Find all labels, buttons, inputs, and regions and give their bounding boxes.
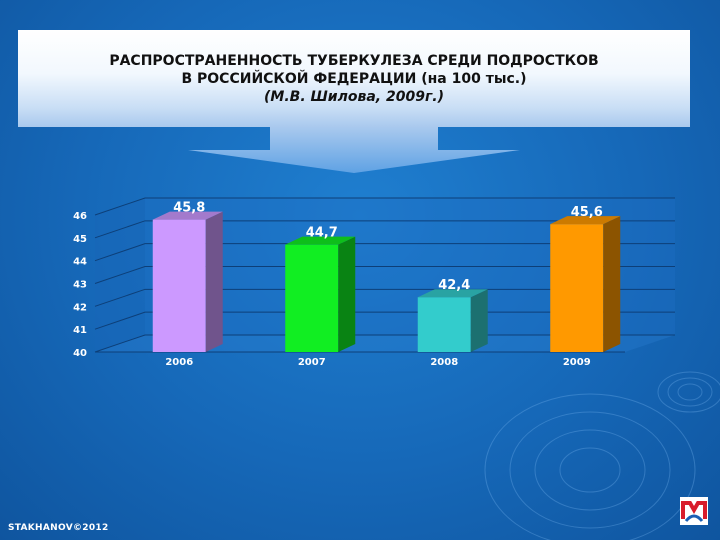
bar-top-2008: [417, 289, 488, 298]
brand-logo-icon: [680, 497, 708, 525]
y-tick-label: 40: [73, 348, 87, 359]
title-line-2: В РОССИЙСКОЙ ФЕДЕРАЦИИ (на 100 тыс.): [181, 71, 527, 87]
x-tick-label: 2007: [298, 357, 326, 368]
bar-top-2007: [285, 236, 356, 245]
title-line-1: РАСПРОСТРАНЕННОСТЬ ТУБЕРКУЛЕЗА СРЕДИ ПОД…: [109, 53, 599, 69]
y-tick-label: 44: [73, 257, 87, 268]
data-label: 44,7: [306, 226, 338, 241]
title-banner: РАСПРОСТРАНЕННОСТЬ ТУБЕРКУЛЕЗА СРЕДИ ПОД…: [18, 30, 690, 127]
bar-2007: [285, 244, 339, 352]
gridline: [94, 220, 675, 239]
data-label: 45,6: [571, 205, 603, 220]
x-tick-label: 2006: [165, 357, 193, 368]
bar-side-2008: [470, 289, 488, 352]
x-tick-label: 2008: [430, 357, 458, 368]
gridline: [94, 288, 675, 307]
bar-top-2006: [152, 211, 223, 220]
y-tick-label: 41: [73, 325, 87, 336]
footer-credit: STAKHANOV©2012: [8, 523, 109, 533]
gridline: [94, 243, 675, 262]
data-label: 42,4: [438, 278, 470, 293]
bar-2009: [550, 224, 604, 352]
bar-side-2009: [603, 216, 621, 352]
y-tick-label: 45: [73, 234, 87, 245]
x-tick-label: 2009: [563, 357, 591, 368]
data-label: 45,8: [173, 201, 205, 216]
y-tick-label: 46: [73, 211, 87, 222]
bar-top-2009: [550, 216, 621, 225]
gridline: [94, 334, 675, 353]
gridline: [94, 311, 675, 330]
bar-2008: [417, 297, 471, 352]
bar-side-2007: [338, 236, 356, 352]
gridline: [94, 266, 675, 284]
chart-floor: [95, 335, 675, 352]
gridline: [94, 197, 675, 216]
bar-side-2006: [205, 211, 223, 352]
title-line-3: (М.В. Шилова, 2009г.): [264, 89, 444, 105]
y-tick-label: 42: [73, 302, 87, 313]
bar-2006: [152, 219, 206, 352]
y-tick-label: 43: [73, 280, 87, 291]
